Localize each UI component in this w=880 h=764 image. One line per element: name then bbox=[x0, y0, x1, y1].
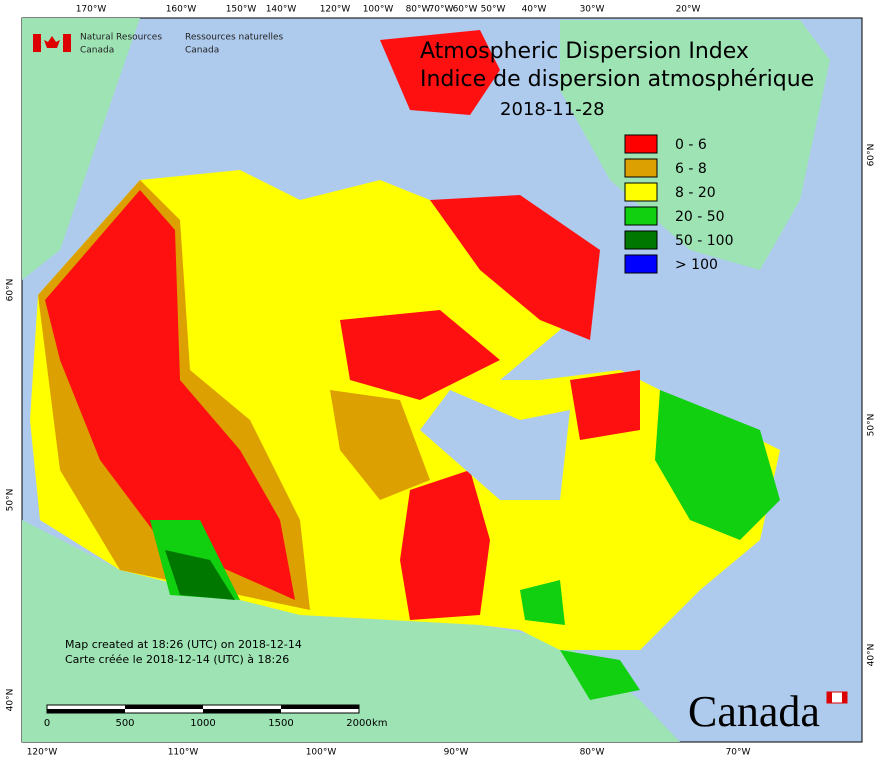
lon-label: 70°W bbox=[726, 748, 751, 758]
scale-label: 1500 bbox=[268, 718, 293, 729]
scale-label: 2000 bbox=[346, 718, 371, 729]
flag-leaf bbox=[44, 36, 60, 48]
note: Map created at 18:26 (UTC) on 2018-12-14 bbox=[65, 638, 302, 651]
legend-swatch bbox=[624, 254, 658, 274]
lat-label: 50°N bbox=[6, 489, 16, 512]
lon-label: 170°W bbox=[76, 5, 107, 15]
lon-label: 150°W bbox=[226, 5, 257, 15]
legend-swatch bbox=[624, 134, 658, 154]
title-en: Atmospheric Dispersion Index bbox=[420, 39, 749, 64]
region-orange bbox=[330, 390, 430, 500]
region-red bbox=[380, 30, 500, 115]
legend-label: 50 - 100 bbox=[675, 233, 734, 249]
org-en: Natural Resources bbox=[80, 33, 162, 43]
region-green bbox=[520, 580, 565, 625]
region-red bbox=[400, 470, 490, 620]
scale-bar bbox=[46, 704, 360, 714]
lon-label: 50°W bbox=[481, 5, 506, 15]
lon-label: 60°W bbox=[453, 5, 478, 15]
lon-label: 100°W bbox=[306, 748, 337, 758]
lon-label: 80°W bbox=[580, 748, 605, 758]
usa bbox=[22, 520, 680, 742]
legend-swatch bbox=[624, 230, 658, 250]
title-fr: Indice de dispersion atmosphérique bbox=[420, 67, 814, 92]
legend-swatch bbox=[624, 182, 658, 202]
legend-swatch bbox=[624, 206, 658, 226]
date: 2018-11-28 bbox=[500, 99, 605, 120]
lon-label: 90°W bbox=[444, 748, 469, 758]
legend-label: > 100 bbox=[675, 257, 718, 273]
lon-label: 140°W bbox=[266, 5, 297, 15]
hudson-bay bbox=[420, 390, 570, 500]
scale-unit: km bbox=[372, 718, 388, 729]
lat-label: 60°N bbox=[6, 279, 16, 302]
wordmark-flag bbox=[827, 692, 832, 703]
region-red bbox=[430, 195, 600, 340]
lon-label: 30°W bbox=[580, 5, 605, 15]
org-fr: Canada bbox=[185, 46, 219, 56]
legend-label: 0 - 6 bbox=[675, 137, 707, 153]
lon-label: 120°W bbox=[27, 748, 58, 758]
region-red bbox=[570, 370, 640, 440]
region-green bbox=[655, 390, 780, 540]
region-darkgreen bbox=[165, 550, 235, 600]
wordmark: Canada bbox=[688, 687, 820, 736]
flag-bar bbox=[63, 34, 71, 52]
legend-swatch bbox=[624, 158, 658, 178]
region-green bbox=[560, 650, 640, 700]
region-red bbox=[340, 310, 500, 400]
lon-label: 40°W bbox=[522, 5, 547, 15]
lat-label: 40°N bbox=[6, 689, 16, 712]
lon-label: 160°W bbox=[166, 5, 197, 15]
org-fr: Ressources naturelles bbox=[185, 33, 284, 43]
lon-label: 120°W bbox=[320, 5, 351, 15]
alaska bbox=[22, 18, 140, 280]
flag-bar bbox=[33, 34, 41, 52]
scale-label: 500 bbox=[115, 718, 134, 729]
legend-label: 20 - 50 bbox=[675, 209, 725, 225]
lon-label: 70°W bbox=[429, 5, 454, 15]
region-red bbox=[45, 190, 295, 600]
scale-label: 1000 bbox=[190, 718, 215, 729]
lon-label: 110°W bbox=[168, 748, 199, 758]
greenland bbox=[560, 20, 830, 270]
org-en: Canada bbox=[80, 46, 114, 56]
lon-label: 20°W bbox=[676, 5, 701, 15]
scale-label: 0 bbox=[44, 718, 50, 729]
legend-label: 8 - 20 bbox=[675, 185, 716, 201]
lat-label: 60°N bbox=[867, 144, 877, 167]
lat-label: 40°N bbox=[867, 644, 877, 667]
note: Carte créée le 2018-12-14 (UTC) à 18:26 bbox=[65, 653, 289, 666]
lon-label: 100°W bbox=[363, 5, 394, 15]
lat-label: 50°N bbox=[867, 414, 877, 437]
legend-label: 6 - 8 bbox=[675, 161, 707, 177]
wordmark-flag bbox=[842, 692, 847, 703]
lon-label: 80°W bbox=[406, 5, 431, 15]
